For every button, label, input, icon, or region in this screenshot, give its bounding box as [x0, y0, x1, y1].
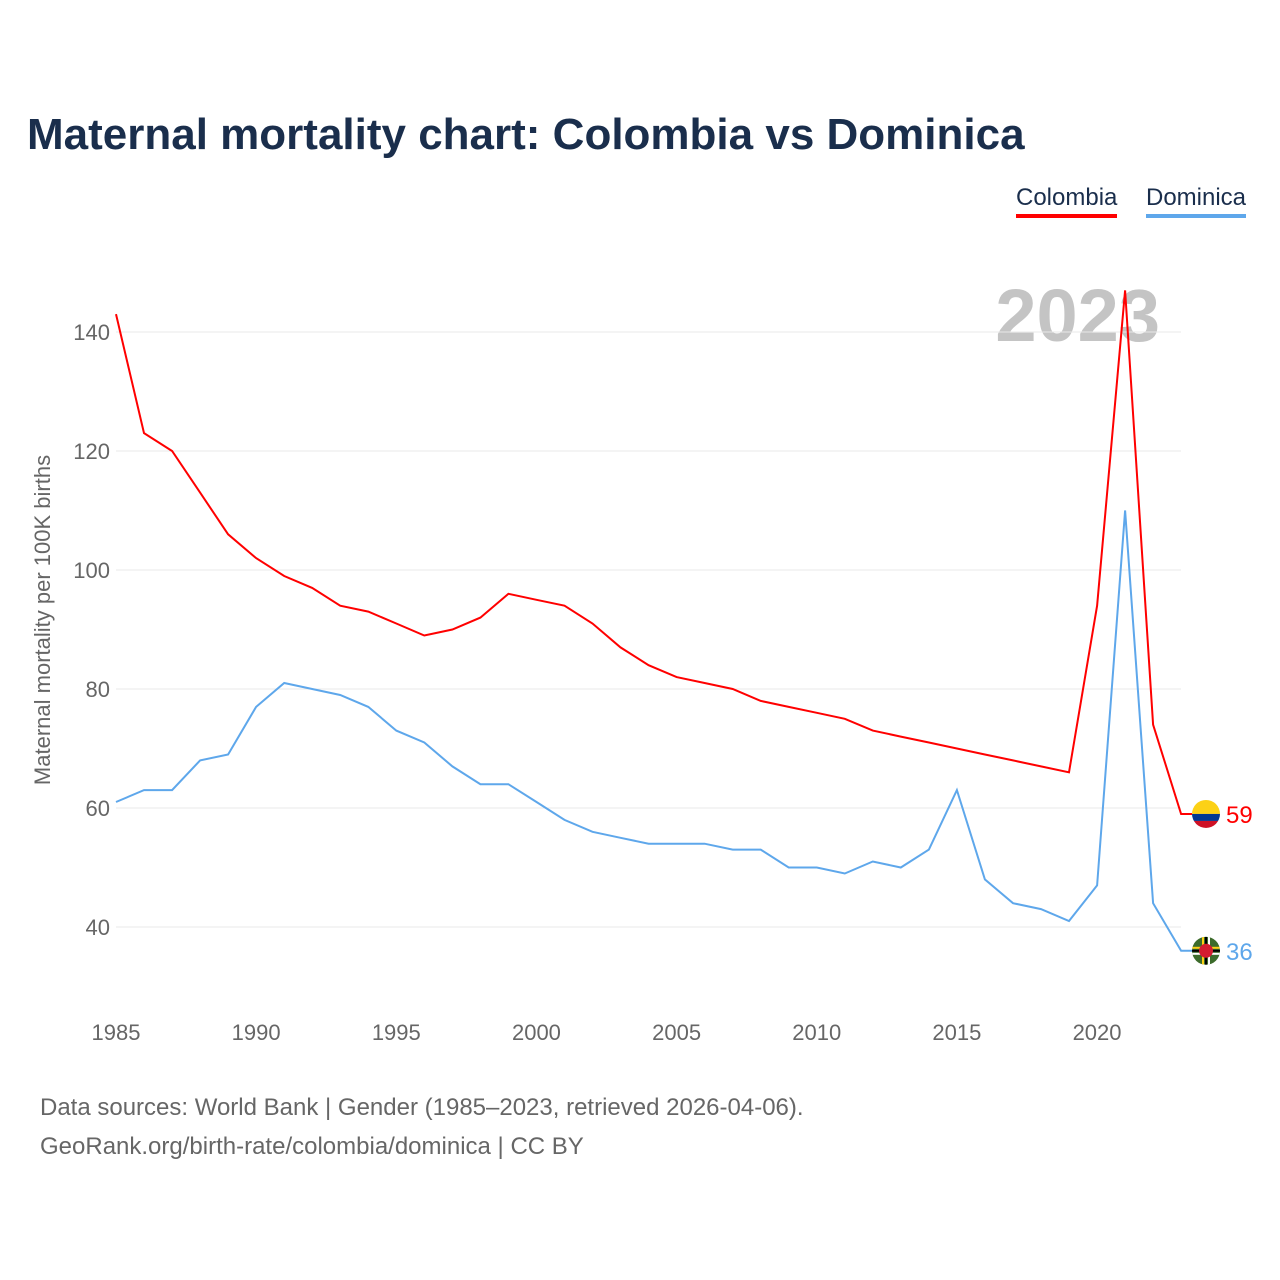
x-tick-label: 1995 — [372, 1020, 421, 1045]
dominica-flag-icon — [1192, 936, 1220, 965]
x-tick-label: 2020 — [1073, 1020, 1122, 1045]
end-label-colombia: 59 — [1226, 802, 1253, 829]
y-tick-label: 60 — [86, 796, 110, 821]
y-tick-label: 100 — [73, 558, 110, 583]
x-tick-label: 1990 — [232, 1020, 281, 1045]
footer-sources: Data sources: World Bank | Gender (1985–… — [40, 1094, 804, 1121]
legend-dominica[interactable]: Dominica — [1146, 184, 1247, 218]
series-line-dominica — [115, 510, 1192, 952]
x-tick-label: 2005 — [652, 1020, 701, 1045]
x-tick-label: 2000 — [512, 1020, 561, 1045]
y-tick-label: 40 — [86, 915, 110, 940]
footer-link[interactable]: GeoRank.org/birth-rate/colombia/dominica… — [40, 1133, 584, 1160]
y-tick-label: 80 — [86, 677, 110, 702]
y-tick-label: 140 — [73, 320, 110, 345]
legend-colombia[interactable]: Colombia — [1016, 184, 1118, 218]
y-axis-label: Maternal mortality per 100K births — [30, 455, 55, 785]
chart-title: Maternal mortality chart: Colombia vs Do… — [27, 110, 1025, 159]
x-tick-label: 2015 — [932, 1020, 981, 1045]
year-watermark: 2023 — [995, 274, 1160, 357]
colombia-flag-icon — [1192, 799, 1220, 828]
series-line-colombia — [115, 290, 1192, 815]
x-tick-label: 1985 — [92, 1020, 141, 1045]
y-tick-label: 120 — [73, 439, 110, 464]
end-label-dominica: 36 — [1226, 939, 1253, 966]
footer: Data sources: World Bank | Gender (1985–… — [40, 1088, 804, 1166]
x-tick-label: 2010 — [792, 1020, 841, 1045]
